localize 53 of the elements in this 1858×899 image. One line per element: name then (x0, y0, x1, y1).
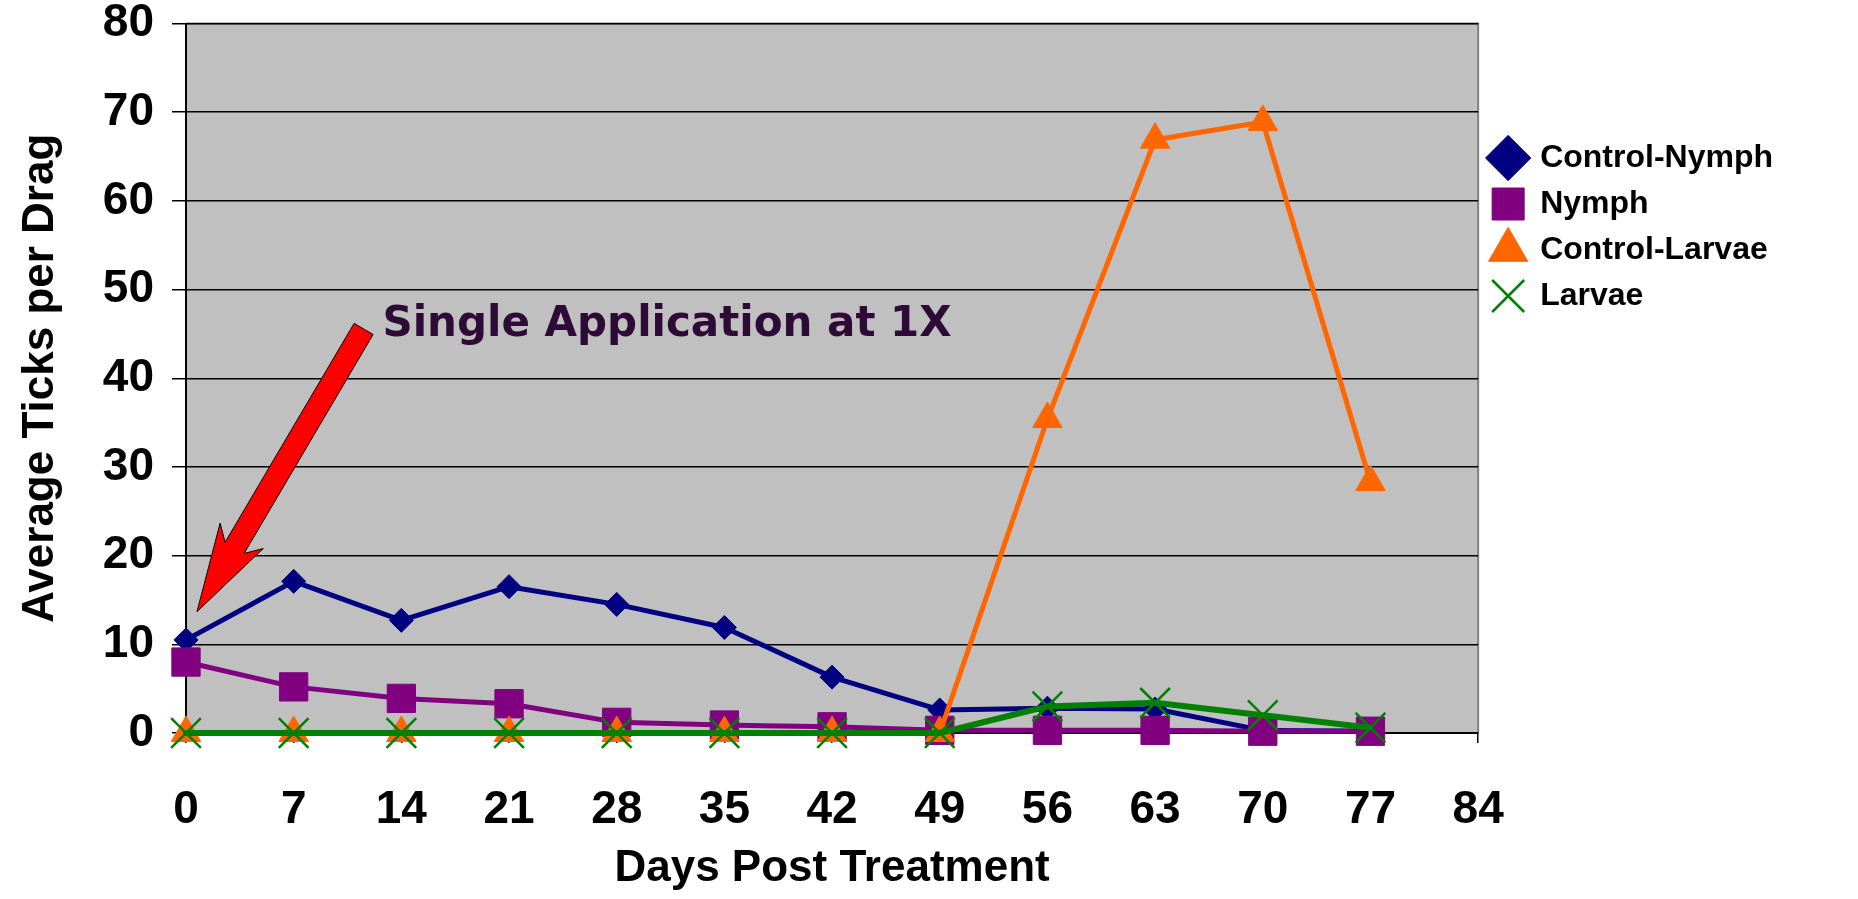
point (711, 614, 737, 640)
y-tick-label: 0 (128, 703, 154, 756)
point (388, 607, 414, 633)
y-axis-title: Average Ticks per Drag (12, 133, 62, 623)
x-tick-label: 49 (914, 781, 966, 834)
x-tick-label: 56 (1021, 781, 1074, 834)
x-tick-label: 70 (1237, 781, 1289, 834)
point (1139, 686, 1172, 719)
point (496, 574, 522, 600)
point (277, 716, 310, 750)
point (1247, 104, 1279, 131)
point (171, 647, 201, 677)
point (1246, 699, 1279, 732)
point (815, 716, 849, 750)
x-tick-label: 28 (591, 781, 643, 834)
legend-label: Control-Nymph (1540, 137, 1773, 174)
point (708, 716, 741, 750)
point (494, 689, 524, 719)
point (385, 716, 418, 750)
legend-label: Control-Larvae (1540, 229, 1768, 266)
legend-label: Larvae (1540, 275, 1644, 312)
y-tick-label: 80 (102, 0, 154, 47)
x-tick-label: 77 (1344, 781, 1397, 834)
y-tick-label: 50 (102, 260, 154, 313)
annotation: Single Application at 1X (382, 297, 952, 347)
x-tick-label: 7 (280, 781, 307, 834)
x-tick-label: 21 (483, 781, 535, 834)
legend-label: Nymph (1540, 183, 1649, 220)
y-tick-label: 20 (102, 526, 154, 579)
point (279, 672, 309, 702)
y-tick-label: 40 (102, 348, 154, 401)
x-tick-label: 14 (375, 781, 428, 834)
point (386, 683, 416, 714)
y-tick-label: 60 (102, 171, 154, 224)
x-tick-label: 42 (806, 781, 858, 834)
point (281, 568, 307, 594)
point (492, 716, 526, 750)
x-tick-label: 63 (1129, 781, 1181, 834)
x-tick-label: 35 (698, 781, 750, 834)
point (819, 664, 845, 690)
y-tick-label: 10 (102, 615, 154, 667)
point (1139, 122, 1171, 149)
point (169, 716, 203, 750)
y-tick-label: 30 (102, 437, 154, 490)
point (1032, 715, 1063, 745)
point (600, 716, 633, 750)
x-tick-label: 0 (173, 781, 199, 834)
x-axis-title: Days Post Treatment (614, 840, 1051, 890)
point (1032, 401, 1063, 429)
point (604, 591, 630, 617)
x-tick-label: 84 (1452, 781, 1505, 834)
y-tick-label: 70 (102, 82, 154, 135)
point (1140, 715, 1170, 745)
